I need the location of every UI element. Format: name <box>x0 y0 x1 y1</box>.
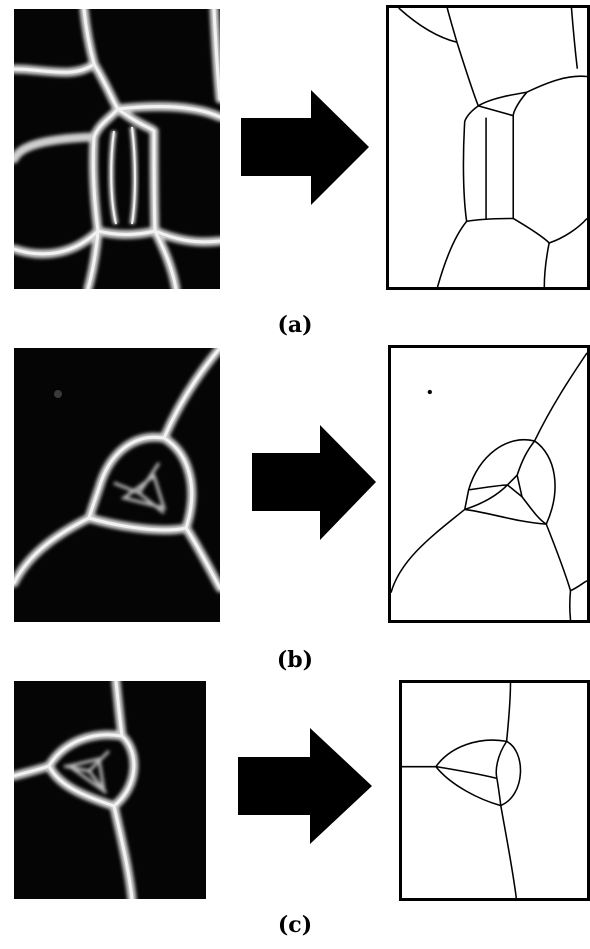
right-arrow-icon <box>252 425 376 540</box>
segmentation-a-image <box>398 8 587 287</box>
right-arrow-icon <box>241 90 369 205</box>
micrograph-a-image <box>14 9 220 289</box>
micrograph-c <box>14 681 206 899</box>
segmentation-c-image <box>402 683 522 898</box>
micrograph-a <box>14 9 220 289</box>
segmentation-b <box>388 345 590 623</box>
segmentation-c <box>399 680 590 901</box>
right-arrow-icon <box>238 728 372 844</box>
micrograph-b-image <box>14 348 220 593</box>
micrograph-b <box>14 348 220 622</box>
panel-caption: (c) <box>277 912 313 938</box>
segmentation-b-image <box>391 352 587 620</box>
micrograph-c-image <box>14 681 139 899</box>
panel-caption: (a) <box>277 312 313 338</box>
segmentation-a <box>386 5 590 290</box>
panel-caption: (b) <box>276 647 314 673</box>
